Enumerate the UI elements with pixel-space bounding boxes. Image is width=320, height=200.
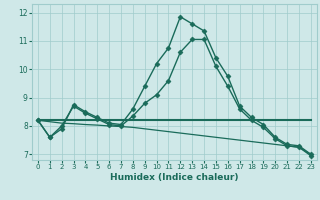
X-axis label: Humidex (Indice chaleur): Humidex (Indice chaleur) <box>110 173 239 182</box>
